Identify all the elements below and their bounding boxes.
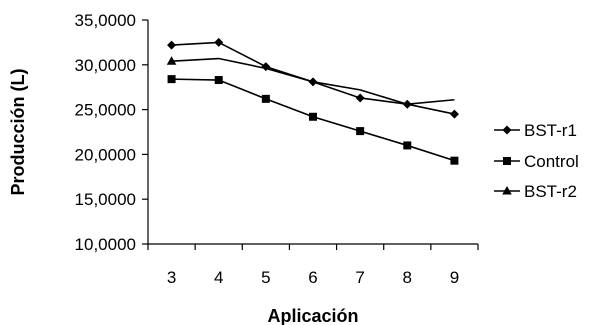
data-point-bst-r1 [450, 110, 459, 119]
legend-label-bst-r1: BST-r1 [524, 121, 577, 140]
data-point-control [450, 157, 458, 165]
y-axis-title: Producción (L) [8, 69, 28, 196]
y-tick-label: 35,0000 [75, 11, 136, 30]
data-point-bst-r1 [167, 41, 176, 50]
x-tick-label: 8 [403, 268, 412, 287]
x-axis-ticks: 3 4 5 6 7 8 9 [148, 244, 478, 287]
y-tick-label: 10,0000 [75, 235, 136, 254]
legend: BST-r1 Control BST-r2 [494, 121, 579, 201]
legend-marker-control [503, 157, 511, 165]
legend-label-control: Control [524, 152, 579, 171]
legend-label-bst-r2: BST-r2 [524, 182, 577, 201]
data-point-control [215, 76, 223, 84]
data-point-bst-r1 [214, 38, 223, 47]
legend-marker-bst-r1 [503, 126, 512, 135]
y-tick-label: 25,0000 [75, 101, 136, 120]
x-tick-label: 9 [450, 268, 459, 287]
x-axis-title: Aplicación [267, 306, 358, 325]
x-tick-label: 5 [261, 268, 270, 287]
data-point-control [309, 113, 317, 121]
data-point-bst-r1 [356, 93, 365, 102]
data-point-control [262, 95, 270, 103]
chart-axes [148, 20, 478, 244]
series-line-bst-r2 [172, 59, 455, 105]
x-tick-label: 3 [167, 268, 176, 287]
y-axis-ticks: 35,0000 30,0000 25,0000 20,0000 15,0000 10,00… [75, 11, 148, 254]
data-point-control [168, 75, 176, 83]
y-tick-label: 15,0000 [75, 190, 136, 209]
y-tick-label: 20,0000 [75, 145, 136, 164]
data-point-control [356, 127, 364, 135]
y-tick-label: 30,0000 [75, 56, 136, 75]
series-layer [167, 38, 459, 165]
x-tick-label: 6 [308, 268, 317, 287]
x-tick-label: 4 [214, 268, 223, 287]
data-point-control [403, 141, 411, 149]
x-tick-label: 7 [355, 268, 364, 287]
